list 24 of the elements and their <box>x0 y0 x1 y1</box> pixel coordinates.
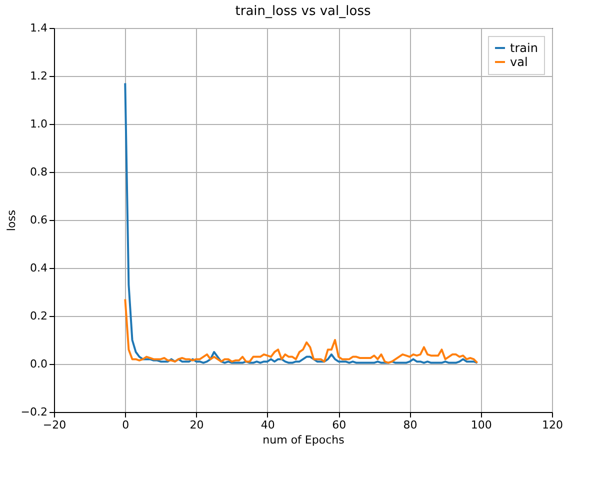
line-series <box>124 82 478 364</box>
x-tick-label: 40 <box>260 418 275 432</box>
y-tick-label: 1.4 <box>30 22 48 34</box>
y-tick-label: 0.2 <box>30 310 48 322</box>
x-tick-label: 60 <box>332 418 346 432</box>
y-tick-label: 0.8 <box>30 166 48 178</box>
y-tick-label: 0.4 <box>30 262 48 274</box>
y-tick-label: −0.2 <box>20 406 48 418</box>
x-tick-label: 20 <box>190 418 204 432</box>
x-tick-label: −20 <box>42 418 66 432</box>
y-tick-label: 0.0 <box>30 358 48 370</box>
line-series <box>124 298 478 364</box>
chart-title: train_loss vs val_loss <box>235 4 371 19</box>
legend-label: val <box>510 55 528 69</box>
x-tick-label: 120 <box>542 418 563 432</box>
y-axis-title: loss <box>4 210 18 232</box>
y-tick-label: 0.6 <box>30 214 48 226</box>
x-axis-title: num of Epochs <box>262 434 345 446</box>
y-tick-label: 1.2 <box>30 70 48 82</box>
y-tick-label: 1.0 <box>30 118 48 130</box>
legend-label: train <box>510 41 538 55</box>
x-tick-label: 80 <box>403 418 418 432</box>
x-tick-label: 0 <box>122 418 130 432</box>
x-tick-label: 100 <box>470 418 492 432</box>
